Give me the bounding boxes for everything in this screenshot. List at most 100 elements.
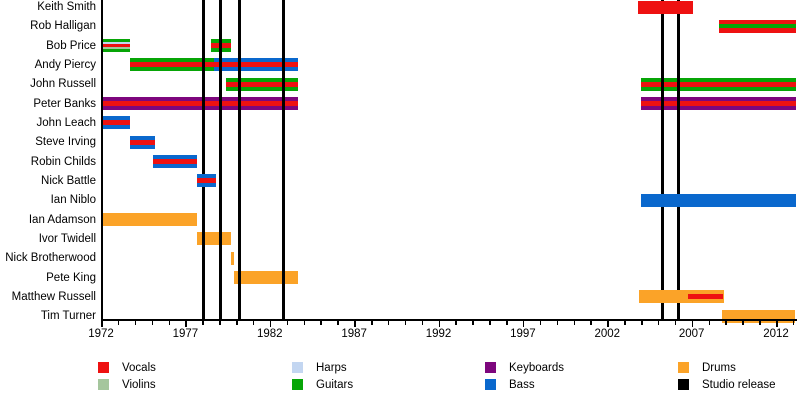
x-axis-tick-label: 2007 bbox=[678, 328, 705, 340]
role-stripe-guitars bbox=[641, 77, 797, 82]
x-axis-minor-tick bbox=[337, 321, 339, 325]
role-stripe-bass bbox=[129, 144, 155, 149]
timeline-bar bbox=[101, 97, 299, 111]
x-axis-minor-tick bbox=[792, 321, 795, 325]
role-stripe-keyboards bbox=[101, 97, 299, 102]
legend-swatch-guitars bbox=[292, 379, 303, 390]
legend-item-vocals: Vocals bbox=[98, 362, 156, 374]
x-axis-major-tick bbox=[185, 321, 187, 327]
member-label: Bob Price bbox=[46, 39, 96, 52]
timeline-bar bbox=[129, 135, 155, 149]
x-axis-major-tick bbox=[691, 321, 694, 327]
x-axis-minor-tick bbox=[624, 321, 626, 325]
role-stripe-guitars bbox=[129, 67, 215, 72]
role-stripe-drums bbox=[639, 290, 724, 304]
member-label: Ian Niblo bbox=[50, 194, 96, 207]
legend-item-drums: Drums bbox=[678, 362, 736, 374]
legend-label-guitars: Guitars bbox=[316, 379, 354, 391]
x-axis-minor-tick bbox=[590, 321, 592, 325]
role-stripe-guitars bbox=[641, 86, 797, 91]
legend-label-bass: Bass bbox=[509, 379, 535, 391]
x-axis-minor-tick bbox=[657, 321, 660, 325]
role-stripe-vocals bbox=[718, 19, 797, 24]
role-stripe-keyboards bbox=[641, 106, 797, 111]
legend-item-keyboards: Keyboards bbox=[485, 362, 564, 374]
x-axis-minor-tick bbox=[708, 321, 710, 325]
role-stripe-bass bbox=[153, 155, 198, 160]
studio-release-line bbox=[237, 0, 241, 319]
x-axis-line bbox=[101, 319, 797, 321]
x-axis-minor-tick bbox=[742, 321, 744, 325]
legend-item-guitars: Guitars bbox=[292, 379, 353, 391]
x-axis-minor-tick bbox=[641, 321, 643, 325]
legend-label-vocals: Vocals bbox=[122, 362, 156, 374]
x-axis-major-tick bbox=[438, 321, 440, 327]
x-axis-minor-tick bbox=[286, 321, 289, 325]
member-label: Peter Banks bbox=[33, 97, 96, 110]
studio-release-line bbox=[281, 0, 285, 319]
x-axis-minor-tick bbox=[387, 321, 390, 325]
role-stripe-keyboards bbox=[101, 106, 299, 111]
x-axis-minor-tick bbox=[202, 321, 204, 325]
x-axis-minor-tick bbox=[556, 321, 559, 325]
x-axis-minor-tick bbox=[236, 321, 238, 325]
role-stripe-vocals bbox=[214, 62, 299, 68]
member-label: Ivor Twidell bbox=[38, 232, 96, 245]
role-stripe-guitars bbox=[718, 23, 797, 28]
role-stripe-harps bbox=[101, 42, 130, 45]
legend-label-drums: Drums bbox=[702, 362, 736, 374]
legend-swatch-drums bbox=[678, 362, 689, 373]
member-label: Nick Brotherwood bbox=[5, 252, 96, 265]
timeline-bar bbox=[230, 251, 235, 265]
timeline-bar bbox=[641, 77, 797, 91]
x-axis-minor-tick bbox=[506, 321, 508, 325]
role-stripe-bass bbox=[641, 193, 797, 207]
role-stripe-drums bbox=[234, 271, 299, 285]
member-label: John Leach bbox=[36, 116, 96, 129]
timeline-bar bbox=[129, 58, 215, 72]
x-axis-minor-tick bbox=[404, 321, 407, 325]
legend-swatch-bass bbox=[485, 379, 496, 390]
role-stripe-vocals bbox=[641, 101, 797, 107]
x-axis-minor-tick bbox=[252, 321, 255, 325]
x-axis-major-tick bbox=[776, 321, 778, 327]
legend-swatch-violins bbox=[98, 379, 109, 390]
x-axis-major-tick bbox=[354, 321, 356, 327]
timeline-bar bbox=[101, 39, 130, 53]
studio-release-line bbox=[219, 0, 223, 319]
x-axis-minor-tick bbox=[219, 321, 221, 325]
role-stripe-keyboards bbox=[641, 97, 797, 102]
timeline-bar bbox=[637, 0, 694, 14]
y-axis-line bbox=[101, 0, 103, 319]
role-stripe-bass bbox=[197, 174, 216, 179]
studio-release-line bbox=[661, 0, 665, 319]
role-stripe-bass bbox=[129, 135, 155, 140]
legend-swatch-vocals bbox=[98, 362, 109, 373]
timeline-bar bbox=[197, 232, 231, 246]
x-axis-tick-label: 1982 bbox=[256, 328, 283, 340]
x-axis-tick-label: 2012 bbox=[763, 328, 789, 340]
x-axis-major-tick bbox=[269, 321, 272, 327]
timeline-bar bbox=[641, 97, 797, 111]
timeline-bar bbox=[101, 116, 130, 130]
member-label: Matthew Russell bbox=[11, 290, 96, 303]
role-overlay-vocals bbox=[688, 294, 723, 300]
x-axis-minor-tick bbox=[472, 321, 474, 325]
x-axis-major-tick bbox=[607, 321, 609, 327]
x-axis-minor-tick bbox=[674, 321, 677, 325]
x-axis-tick-label: 1987 bbox=[341, 328, 367, 340]
role-stripe-violins bbox=[101, 47, 130, 50]
legend-item-bass: Bass bbox=[485, 379, 535, 391]
x-axis-minor-tick bbox=[134, 321, 137, 325]
x-axis-tick-label: 2002 bbox=[594, 328, 621, 340]
legend-swatch-studio_release bbox=[678, 379, 689, 390]
role-stripe-vocals bbox=[129, 62, 215, 68]
x-axis-minor-tick bbox=[151, 321, 154, 325]
x-axis-tick-label: 1972 bbox=[88, 328, 114, 340]
timeline-bar bbox=[641, 193, 797, 207]
timeline-bar bbox=[101, 213, 198, 227]
x-axis-minor-tick bbox=[725, 321, 727, 325]
role-stripe-guitars bbox=[225, 86, 299, 91]
legend-label-harps: Harps bbox=[316, 362, 347, 374]
